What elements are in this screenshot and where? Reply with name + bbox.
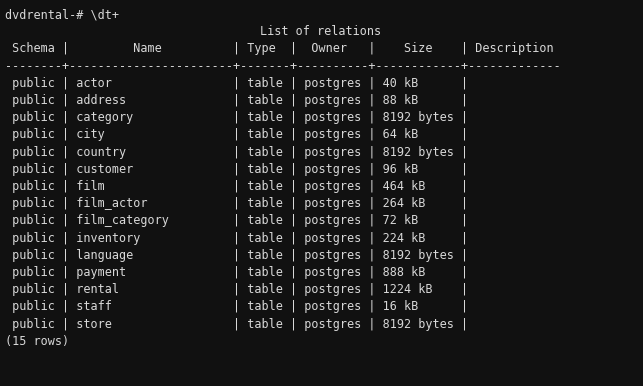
Text: public | customer              | table | postgres | 96 kB      |: public | customer | table | postgres | 9… [5, 163, 468, 176]
Text: List of relations: List of relations [260, 25, 381, 38]
Text: public | country               | table | postgres | 8192 bytes |: public | country | table | postgres | 81… [5, 146, 468, 159]
Text: public | inventory             | table | postgres | 224 kB     |: public | inventory | table | postgres | … [5, 232, 468, 245]
Text: public | address               | table | postgres | 88 kB      |: public | address | table | postgres | 88… [5, 94, 468, 107]
Text: public | film                  | table | postgres | 464 kB     |: public | film | table | postgres | 464 k… [5, 180, 468, 193]
Text: public | rental                | table | postgres | 1224 kB    |: public | rental | table | postgres | 122… [5, 283, 468, 296]
Text: --------+-----------------------+-------+----------+------------+-------------: --------+-----------------------+-------… [5, 59, 561, 73]
Text: public | payment               | table | postgres | 888 kB     |: public | payment | table | postgres | 88… [5, 266, 468, 279]
Text: public | store                 | table | postgres | 8192 bytes |: public | store | table | postgres | 8192… [5, 318, 468, 330]
Text: Schema |         Name          | Type  |  Owner   |    Size    | Description: Schema | Name | Type | Owner | Size | De… [5, 42, 554, 56]
Text: public | film_actor            | table | postgres | 264 kB     |: public | film_actor | table | postgres |… [5, 197, 468, 210]
Text: (15 rows): (15 rows) [5, 335, 69, 348]
Text: public | city                  | table | postgres | 64 kB      |: public | city | table | postgres | 64 kB… [5, 129, 468, 141]
Text: public | film_category         | table | postgres | 72 kB      |: public | film_category | table | postgre… [5, 214, 468, 227]
Text: public | category              | table | postgres | 8192 bytes |: public | category | table | postgres | 8… [5, 111, 468, 124]
Text: public | staff                 | table | postgres | 16 kB      |: public | staff | table | postgres | 16 k… [5, 300, 468, 313]
Text: dvdrental-# \dt+: dvdrental-# \dt+ [5, 8, 119, 21]
Text: public | actor                 | table | postgres | 40 kB      |: public | actor | table | postgres | 40 k… [5, 77, 468, 90]
Text: public | language              | table | postgres | 8192 bytes |: public | language | table | postgres | 8… [5, 249, 468, 262]
